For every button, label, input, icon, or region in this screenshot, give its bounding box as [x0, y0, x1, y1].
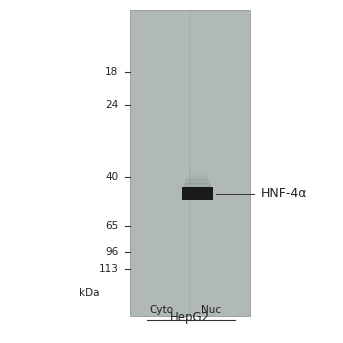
Bar [130, 10, 250, 316]
Text: 24: 24 [105, 99, 118, 110]
Text: Nuc: Nuc [201, 305, 221, 315]
Bar [185, 179, 209, 184]
Text: 113: 113 [98, 264, 118, 274]
Text: kDa: kDa [79, 288, 99, 298]
Text: HepG2: HepG2 [170, 311, 210, 324]
Bar [189, 172, 206, 176]
Bar [182, 187, 213, 200]
Text: Cyto: Cyto [149, 305, 173, 315]
Text: HNF-4α: HNF-4α [261, 187, 307, 200]
Text: 40: 40 [105, 172, 118, 182]
Bar [187, 176, 208, 180]
Bar [184, 183, 211, 187]
Text: 65: 65 [105, 221, 118, 232]
Text: 18: 18 [105, 67, 118, 77]
Text: 96: 96 [105, 247, 118, 257]
